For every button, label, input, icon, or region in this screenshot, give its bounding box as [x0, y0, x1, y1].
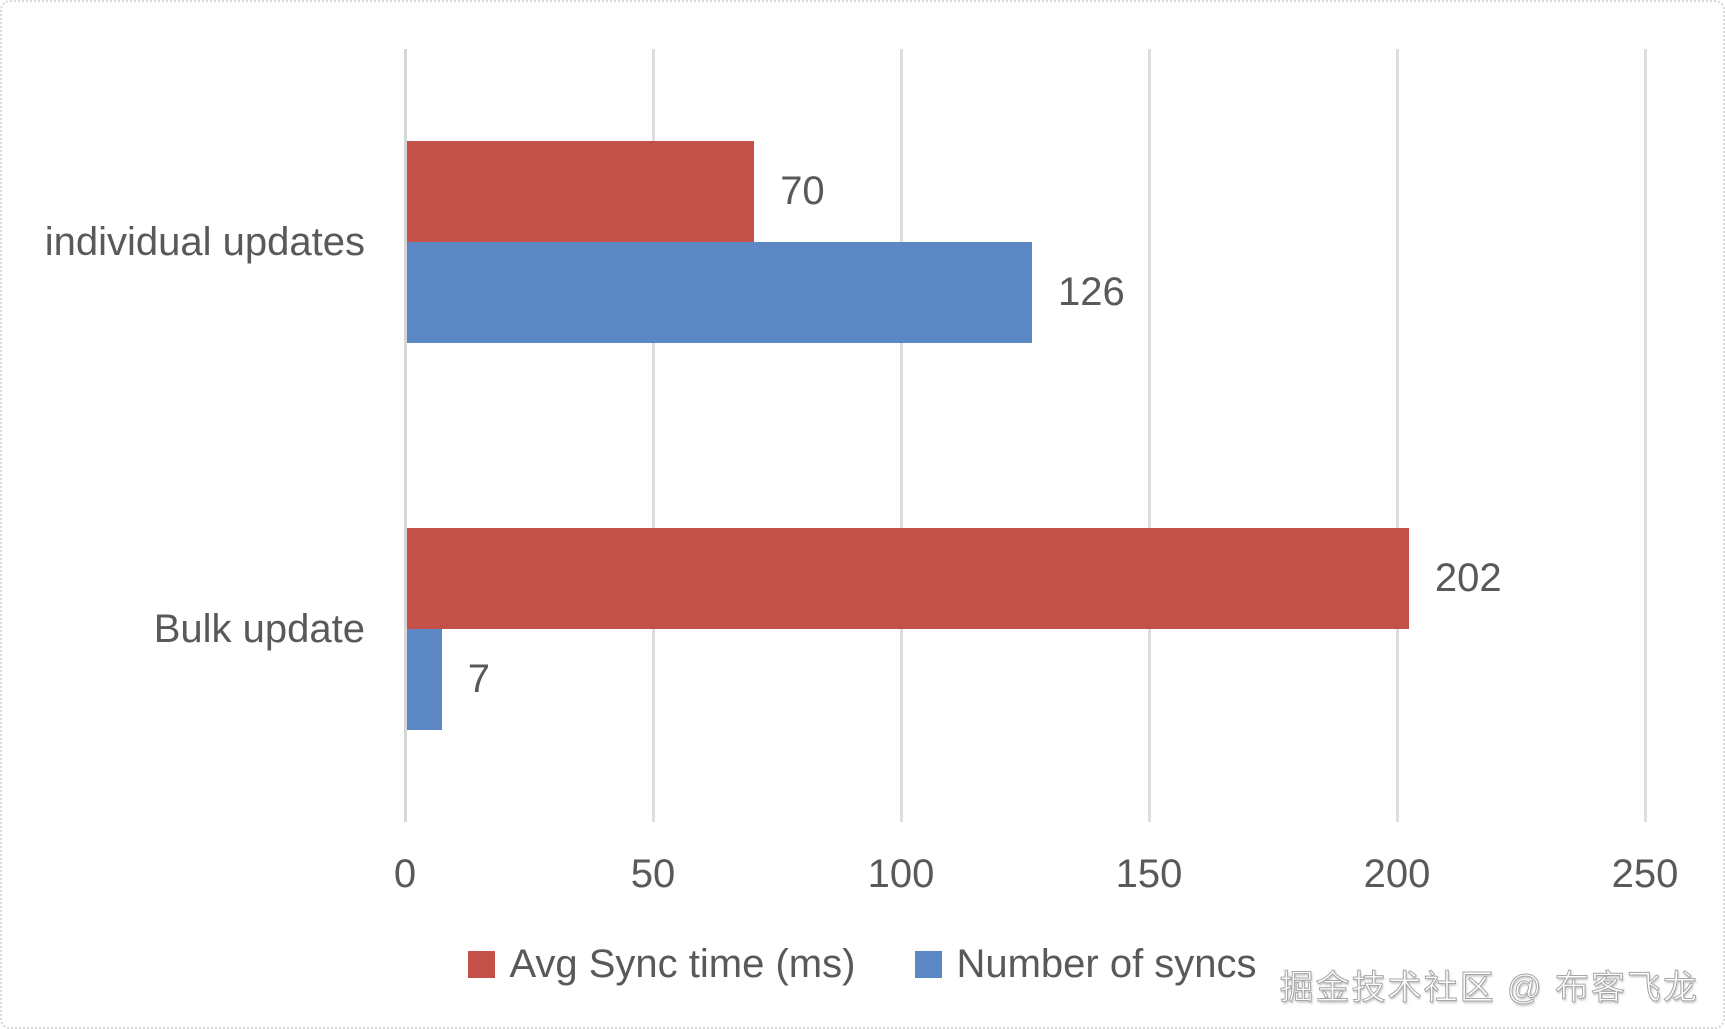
category-label-individual-updates: individual updates [44, 220, 365, 265]
x-tick-label: 200 [1363, 852, 1431, 896]
legend-label: Number of syncs [956, 941, 1257, 986]
gridline [403, 49, 407, 822]
bar-data-label: 70 [780, 169, 825, 214]
bar-data-label: 126 [1057, 270, 1125, 315]
legend-item-number-of-syncs: Number of syncs [915, 941, 1257, 987]
bar-data-label: 7 [467, 656, 490, 701]
x-tick-label: 100 [867, 852, 935, 896]
legend-item-avg-sync-time-ms: Avg Sync time (ms) [468, 942, 855, 987]
gridline [1147, 49, 1151, 822]
bar-avg-sync-time-ms-bulk-update [407, 527, 1409, 629]
x-tick-label: 0 [393, 852, 417, 896]
bar-number-of-syncs-bulk-update [407, 628, 442, 730]
gridline [651, 49, 655, 822]
gridline [1643, 49, 1647, 822]
legend: Avg Sync time (ms) Number of syncs [2, 935, 1723, 993]
gridline [899, 49, 903, 822]
category-label-bulk-update: Bulk update [153, 606, 365, 651]
x-tick-label: 150 [1115, 852, 1183, 896]
watermark: 掘金技术社区 @ 布客飞龙 [1279, 969, 1699, 1008]
legend-swatch-icon [468, 950, 496, 978]
x-tick-label: 50 [630, 852, 676, 896]
bar-number-of-syncs-individual-updates [407, 242, 1032, 344]
bar-data-label: 202 [1434, 555, 1502, 600]
legend-swatch-icon [915, 950, 943, 978]
legend-label: Avg Sync time (ms) [509, 941, 856, 986]
x-tick-label: 250 [1611, 852, 1679, 896]
bar-avg-sync-time-ms-individual-updates [407, 141, 755, 243]
gridline [1395, 49, 1399, 822]
